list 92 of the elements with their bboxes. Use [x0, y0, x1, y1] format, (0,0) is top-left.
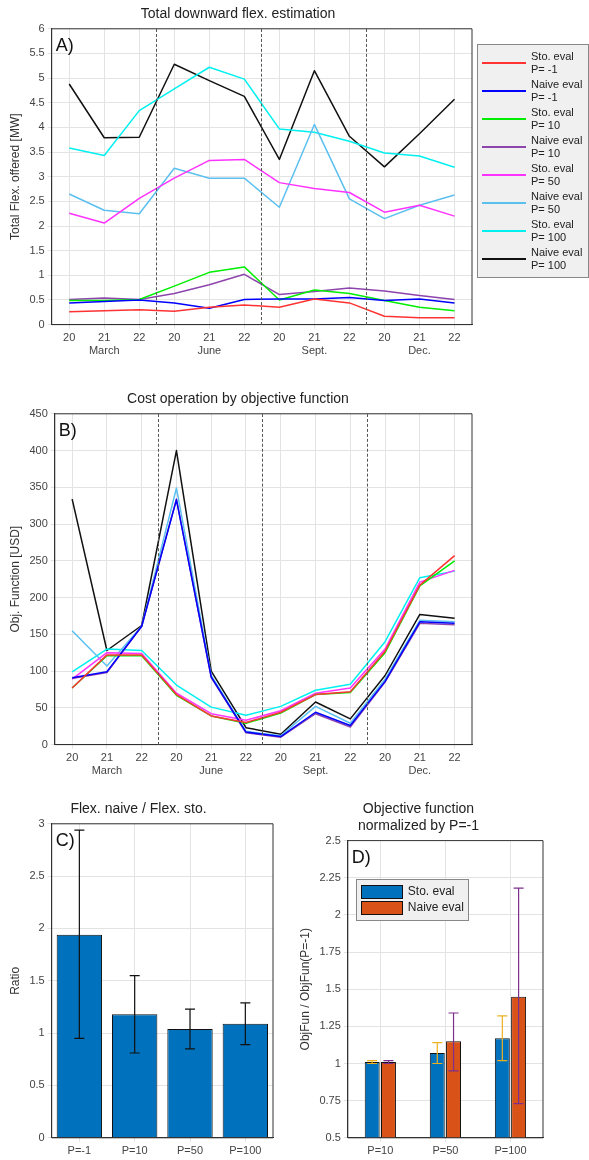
y-tick-label: 0.75: [319, 1093, 341, 1106]
y-tick-label: 5: [38, 71, 45, 84]
x-tick-label: P=100: [494, 1144, 527, 1157]
legend-label: Sto. eval: [407, 884, 455, 899]
y-tick-label: 2.5: [29, 194, 45, 207]
x-tick-label: 20: [378, 331, 391, 344]
x-tick-label: 21 Sept.: [301, 331, 328, 357]
legend-label: Sto. eval P= 50: [531, 161, 574, 188]
y-tick-label: 3: [38, 816, 45, 829]
x-tick-label: P=10: [121, 1144, 148, 1157]
x-tick-label: 20: [170, 751, 183, 764]
annotation: D): [351, 846, 371, 867]
y-tick-label: 3.5: [29, 145, 45, 158]
legend-label: Naive eval P= -1: [531, 77, 583, 104]
chart-title: Total downward flex. estimation: [140, 5, 336, 22]
y-tick-label: 0.5: [29, 292, 45, 305]
y-tick-label: 6: [38, 21, 45, 34]
y-tick-label: 2: [334, 907, 341, 920]
x-tick-label: P=100: [229, 1144, 262, 1157]
x-tick-label: 21 March: [91, 751, 123, 777]
y-tick-label: 0.5: [29, 1078, 45, 1091]
legend-label: Sto. eval P= 100: [531, 217, 574, 244]
x-tick-label: 21 March: [88, 331, 120, 357]
y-tick-label: 400: [29, 443, 48, 456]
y-tick-label: 0: [38, 317, 45, 330]
x-tick-label: 22: [448, 331, 461, 344]
x-tick-label: 21 June: [199, 751, 224, 777]
y-tick-label: 2.25: [319, 870, 341, 883]
y-tick-label: 5.5: [29, 46, 45, 59]
x-tick-label: 21 Dec.: [408, 331, 431, 357]
y-tick-label: 300: [29, 517, 48, 530]
x-tick-label: 22: [344, 751, 357, 764]
y-tick-label: 200: [29, 590, 48, 603]
x-tick-label: P=50: [432, 1144, 459, 1157]
y-tick-label: 0: [41, 737, 48, 750]
y-tick-label: 1: [38, 1026, 45, 1039]
x-tick-label: P=50: [177, 1144, 204, 1157]
y-tick-label: 0: [38, 1130, 45, 1143]
y-axis-title: Ratio: [7, 966, 22, 995]
x-tick-label: 21 Sept.: [302, 751, 329, 777]
y-tick-label: 250: [29, 553, 48, 566]
y-tick-label: 50: [35, 700, 48, 713]
chart-title: Flex. naive / Flex. sto.: [70, 800, 207, 817]
chart-title: Objective function normalized by P=-1: [357, 800, 480, 834]
annotation: B): [58, 419, 77, 440]
x-tick-label: 22: [238, 331, 251, 344]
x-tick-label: 22: [239, 751, 253, 764]
y-tick-label: 1.5: [29, 243, 45, 256]
legend-label: Naive eval P= 100: [531, 245, 583, 272]
y-tick-label: 2.5: [29, 869, 45, 882]
y-tick-label: 0.5: [325, 1130, 341, 1143]
legend-label: Naive eval P= 10: [531, 133, 583, 160]
y-tick-label: 1.25: [319, 1019, 341, 1032]
y-axis-title: ObjFun / ObjFun(P=-1): [297, 928, 312, 1051]
x-tick-label: 22: [133, 331, 146, 344]
x-tick-label: 20: [273, 331, 286, 344]
x-tick-label: 22: [135, 751, 148, 764]
x-tick-label: 22: [448, 751, 461, 764]
y-tick-label: 450: [29, 406, 48, 419]
x-tick-label: P=-1: [67, 1144, 92, 1157]
legend-label: Sto. eval P= 10: [531, 105, 574, 132]
y-tick-label: 1.75: [319, 945, 341, 958]
x-tick-label: 20: [274, 751, 287, 764]
legend-label: Naive eval P= 50: [531, 189, 583, 216]
x-tick-label: 22: [343, 331, 356, 344]
legend-label: Sto. eval P= -1: [531, 49, 574, 76]
y-tick-label: 4: [38, 120, 45, 133]
legend-label: Naive eval: [407, 900, 464, 915]
x-tick-label: 21 June: [197, 331, 222, 357]
x-tick-label: 21 Dec.: [408, 751, 432, 777]
y-tick-label: 1.5: [325, 982, 341, 995]
y-tick-label: 150: [29, 627, 48, 640]
chart-title: Cost operation by objective function: [127, 390, 349, 407]
x-tick-label: 20: [63, 331, 76, 344]
y-tick-label: 3: [38, 169, 45, 182]
annotation: A): [55, 34, 74, 55]
annotation: C): [55, 829, 75, 850]
y-tick-label: 2.5: [325, 833, 341, 846]
x-tick-label: 20: [168, 331, 181, 344]
x-tick-label: P=10: [367, 1144, 394, 1157]
y-axis-title: Total Flex. offered [MW]: [7, 113, 22, 240]
y-tick-label: 1.5: [29, 973, 45, 986]
y-tick-label: 4.5: [29, 95, 45, 108]
y-tick-label: 100: [29, 664, 48, 677]
y-tick-label: 2: [38, 219, 45, 232]
y-tick-label: 1: [38, 268, 45, 281]
y-tick-label: 350: [29, 480, 48, 493]
y-tick-label: 1: [334, 1056, 341, 1069]
x-tick-label: 20: [66, 751, 79, 764]
x-tick-label: 20: [378, 751, 392, 764]
y-axis-title: Obj. Function [USD]: [7, 525, 22, 633]
y-tick-label: 2: [38, 921, 45, 934]
